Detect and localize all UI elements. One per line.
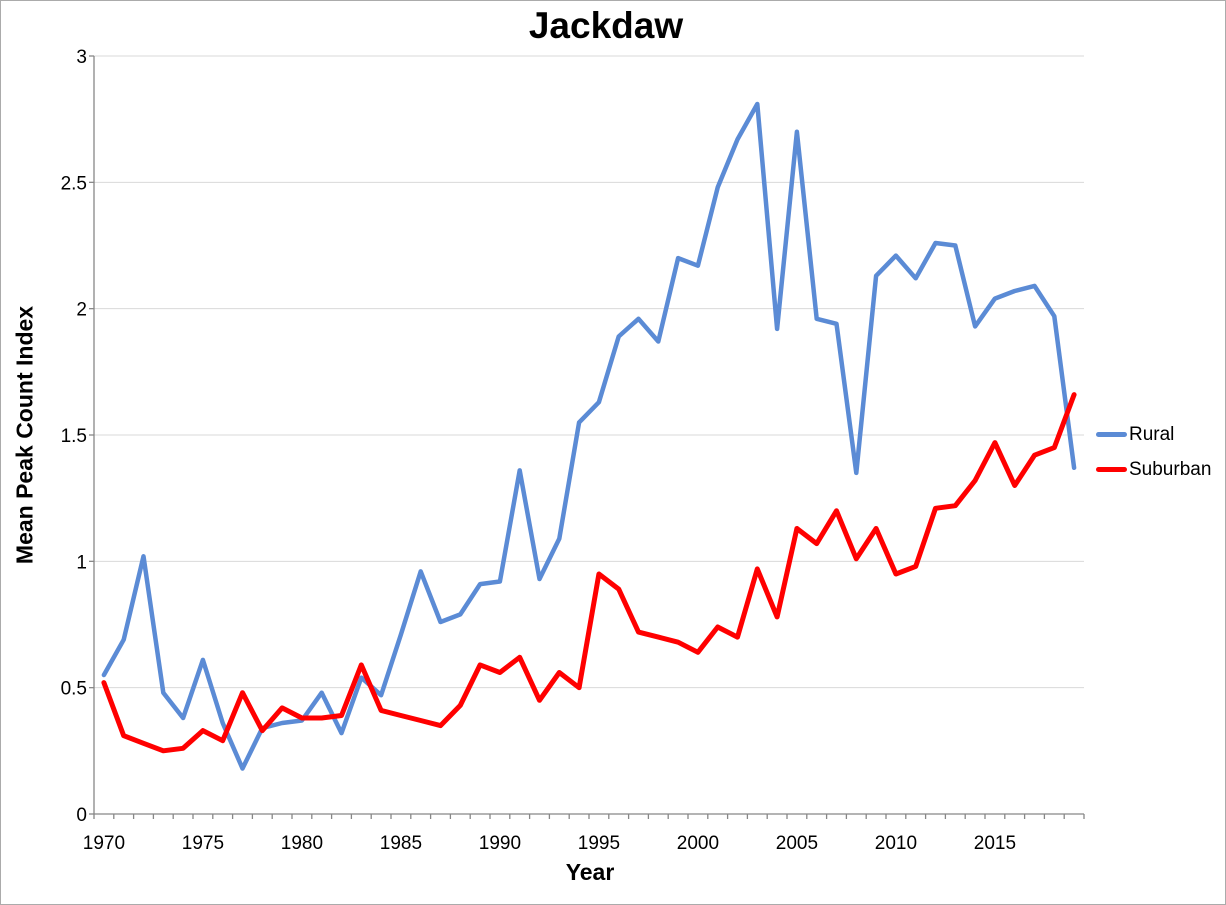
chart-title: Jackdaw [528, 5, 684, 46]
series-line-rural [101, 101, 1077, 771]
y-axis-title: Mean Peak Count Index [11, 305, 38, 565]
y-tick-label: 1 [76, 552, 87, 573]
y-tick-label: 0 [76, 805, 87, 826]
x-axis-title: Year [565, 859, 615, 885]
y-tick-label: 2 [76, 300, 87, 321]
x-tick-label: 2005 [776, 833, 818, 854]
y-tick-label: 0.5 [61, 679, 87, 700]
x-tick-label: 1990 [479, 833, 521, 854]
series-line-suburban [101, 392, 1077, 754]
y-tick-label: 2.5 [61, 173, 87, 194]
y-tick-label: 1.5 [61, 426, 87, 447]
legend-swatch-rural [1096, 432, 1127, 437]
x-tick-label: 1975 [182, 833, 224, 854]
x-tick-label: 2000 [677, 833, 719, 854]
x-tick-label: 1970 [83, 833, 125, 854]
x-tick-label: 1980 [281, 833, 323, 854]
legend-item-suburban: Suburban [1096, 452, 1211, 487]
x-tick-label: 2015 [974, 833, 1016, 854]
legend-swatch-suburban [1096, 467, 1127, 472]
x-tick-label: 2010 [875, 833, 917, 854]
x-tick-label: 1985 [380, 833, 422, 854]
y-tick-label: 3 [76, 47, 87, 68]
legend: Rural Suburban [1096, 417, 1211, 487]
legend-label-rural: Rural [1129, 423, 1175, 445]
x-tick-label: 1995 [578, 833, 620, 854]
legend-item-rural: Rural [1096, 417, 1211, 452]
legend-label-suburban: Suburban [1129, 458, 1212, 480]
